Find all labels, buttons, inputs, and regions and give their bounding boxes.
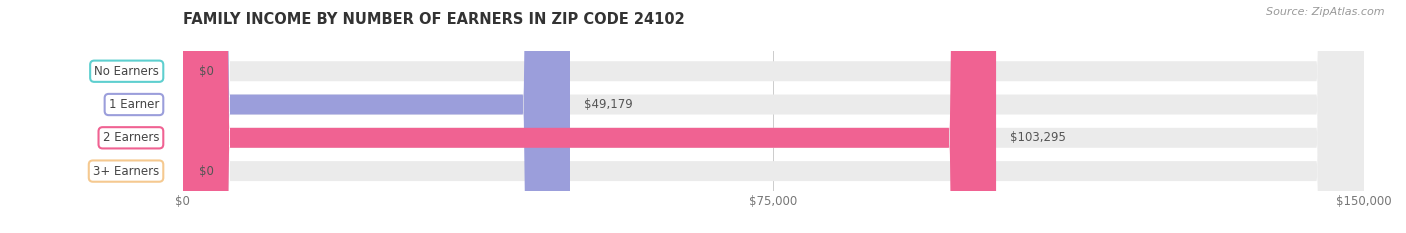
Text: $49,179: $49,179: [583, 98, 633, 111]
FancyBboxPatch shape: [183, 0, 569, 233]
Text: $103,295: $103,295: [1011, 131, 1066, 144]
Text: 3+ Earners: 3+ Earners: [93, 164, 159, 178]
Text: 2 Earners: 2 Earners: [103, 131, 159, 144]
FancyBboxPatch shape: [183, 0, 1364, 233]
FancyBboxPatch shape: [183, 0, 1364, 233]
Text: FAMILY INCOME BY NUMBER OF EARNERS IN ZIP CODE 24102: FAMILY INCOME BY NUMBER OF EARNERS IN ZI…: [183, 12, 685, 27]
Text: 1 Earner: 1 Earner: [108, 98, 159, 111]
Text: $0: $0: [198, 164, 214, 178]
FancyBboxPatch shape: [183, 0, 1364, 233]
Text: $0: $0: [198, 65, 214, 78]
Text: No Earners: No Earners: [94, 65, 159, 78]
FancyBboxPatch shape: [183, 0, 1364, 233]
FancyBboxPatch shape: [183, 0, 995, 233]
Text: Source: ZipAtlas.com: Source: ZipAtlas.com: [1267, 7, 1385, 17]
